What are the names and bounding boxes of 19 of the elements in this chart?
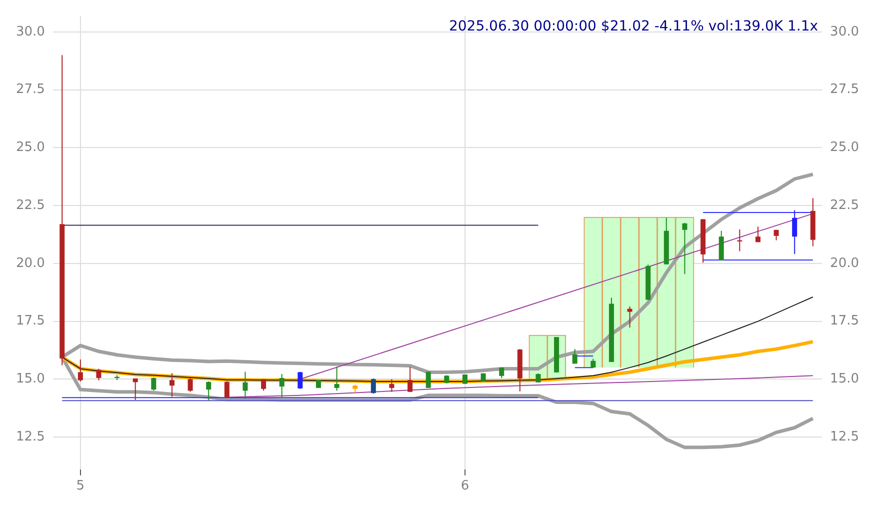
y-tick-label: 17.5 bbox=[16, 314, 45, 329]
y-tick-label: 27.5 bbox=[16, 82, 45, 98]
y2-tick-label: 12.5 bbox=[830, 429, 860, 444]
y2-tick-label: 17.5 bbox=[830, 314, 860, 329]
y-tick-label: 15.0 bbox=[16, 372, 45, 387]
y-tick-label: 12.5 bbox=[16, 429, 45, 444]
x-tick-label: 6 bbox=[460, 478, 470, 494]
y2-tick-label: 30.0 bbox=[830, 24, 860, 40]
y2-tick-label: 15.0 bbox=[830, 372, 860, 387]
y2-tick-label: 20.0 bbox=[830, 256, 860, 271]
chart-title: 2025.06.30 00:00:00 $21.02 -4.11% vol:139.0K 1.1x bbox=[448, 18, 818, 35]
y2-tick-label: 22.5 bbox=[830, 198, 860, 213]
y-tick-label: 30.0 bbox=[16, 24, 45, 40]
y-tick-label: 20.0 bbox=[16, 256, 45, 271]
y2-tick-label: 25.0 bbox=[830, 140, 860, 156]
x-tick-label: 5 bbox=[76, 478, 85, 494]
y-tick-label: 25.0 bbox=[16, 140, 45, 156]
y2-tick-label: 27.5 bbox=[830, 82, 860, 98]
y-tick-label: 22.5 bbox=[16, 198, 45, 213]
